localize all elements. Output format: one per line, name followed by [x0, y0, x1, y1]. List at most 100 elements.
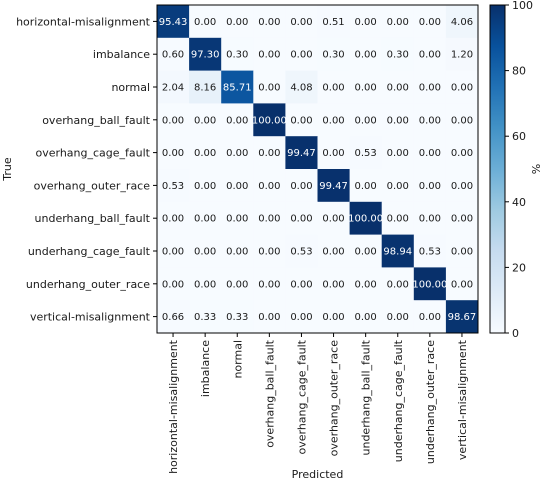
cell-value-label: 4.08	[290, 83, 312, 94]
cell-value-label: 0.00	[387, 214, 409, 225]
matrix-cell	[189, 201, 222, 235]
matrix-cell	[221, 234, 254, 268]
colorbar-label: %	[530, 164, 543, 174]
cell-value-label: 95.43	[159, 17, 188, 28]
matrix-cell	[317, 234, 350, 268]
matrix-cell	[253, 136, 286, 170]
cell-value-label: 0.00	[194, 148, 216, 159]
x-tick-label: overhang_outer_race	[328, 340, 341, 457]
cell-value-label: 0.00	[290, 312, 312, 323]
colorbar-tick-label: 80	[512, 65, 526, 78]
cell-value-label: 0.00	[387, 181, 409, 192]
matrix-cells	[157, 5, 479, 334]
matrix-cell	[285, 5, 318, 39]
cell-value-label: 0.00	[194, 17, 216, 28]
cell-value-label: 0.00	[226, 214, 248, 225]
matrix-cell	[413, 234, 447, 268]
cell-value-label: 0.00	[387, 279, 409, 290]
x-tick-label: overhang_cage_fault	[295, 339, 308, 454]
matrix-cell	[317, 37, 350, 71]
matrix-cell	[253, 103, 286, 137]
colorbar-tick-label: 0	[512, 327, 519, 340]
cell-value-label: 0.00	[355, 181, 377, 192]
matrix-cell	[221, 103, 254, 137]
y-tick-label: underhang_outer_race	[26, 278, 150, 291]
cell-value-label: 0.30	[322, 50, 344, 61]
matrix-cell	[413, 169, 447, 203]
cell-value-label: 97.30	[191, 50, 220, 61]
matrix-cell	[317, 169, 350, 203]
matrix-cell	[317, 300, 350, 334]
matrix-cell	[285, 201, 318, 235]
cell-value-label: 0.00	[387, 17, 409, 28]
matrix-cell	[349, 103, 383, 137]
cell-value-label: 0.53	[355, 148, 377, 159]
matrix-cell	[381, 169, 415, 203]
cell-value-label: 0.00	[258, 83, 280, 94]
cell-value-label: 0.00	[162, 279, 184, 290]
cell-value-label: 100.00	[252, 115, 287, 126]
cell-value-label: 0.53	[419, 247, 441, 258]
cell-value-label: 0.00	[451, 247, 473, 258]
matrix-cell	[381, 136, 415, 170]
cell-value-label: 0.00	[258, 148, 280, 159]
matrix-cell	[253, 169, 286, 203]
matrix-cell	[349, 5, 383, 39]
matrix-cell	[221, 300, 254, 334]
matrix-cell	[381, 234, 415, 268]
cell-value-label: 0.00	[194, 247, 216, 258]
matrix-cell	[317, 103, 350, 137]
cell-value-label: 0.00	[226, 148, 248, 159]
cell-value-label: 0.00	[290, 279, 312, 290]
cell-value-label: 0.00	[387, 83, 409, 94]
cell-value-label: 0.00	[322, 247, 344, 258]
matrix-cell	[445, 5, 479, 39]
matrix-cell	[413, 201, 447, 235]
x-tick-label: normal	[231, 340, 244, 379]
matrix-cell	[413, 136, 447, 170]
matrix-cell	[445, 136, 479, 170]
matrix-cell	[157, 103, 190, 137]
cell-value-label: 99.47	[287, 148, 316, 159]
y-tick-label: horizontal-misalignment	[16, 15, 151, 28]
matrix-cell	[285, 70, 318, 104]
cell-value-label: 0.00	[419, 115, 441, 126]
cell-value-label: 0.00	[258, 181, 280, 192]
matrix-cell	[349, 201, 383, 235]
cell-value-label: 0.00	[355, 312, 377, 323]
cell-value-label: 0.00	[194, 279, 216, 290]
matrix-cell	[445, 169, 479, 203]
matrix-cell	[157, 37, 190, 71]
matrix-cell	[253, 201, 286, 235]
cell-value-label: 0.00	[322, 115, 344, 126]
matrix-cell	[381, 37, 415, 71]
matrix-cell	[189, 267, 222, 301]
matrix-cell	[157, 5, 190, 39]
cell-value-label: 0.00	[258, 247, 280, 258]
cell-value-label: 0.00	[419, 214, 441, 225]
y-tick-label: underhang_cage_fault	[28, 245, 151, 258]
y-tick-label: normal	[111, 81, 150, 94]
matrix-cell	[349, 136, 383, 170]
matrix-cell	[253, 300, 286, 334]
cell-value-label: 2.04	[162, 83, 184, 94]
matrix-cell	[189, 136, 222, 170]
cell-value-label: 0.00	[355, 17, 377, 28]
x-tick-label: underhang_ball_fault	[360, 339, 373, 455]
y-tick-label: overhang_ball_fault	[42, 114, 150, 127]
matrix-cell	[381, 70, 415, 104]
cell-value-label: 0.00	[419, 148, 441, 159]
matrix-cell	[317, 5, 350, 39]
matrix-cell	[413, 267, 447, 301]
matrix-cell	[189, 169, 222, 203]
matrix-cell	[253, 5, 286, 39]
matrix-cell	[189, 234, 222, 268]
cell-value-label: 0.00	[226, 181, 248, 192]
y-tick-label: vertical-misalignment	[30, 311, 151, 324]
matrix-cell	[349, 300, 383, 334]
cell-value-label: 0.00	[290, 115, 312, 126]
cell-value-label: 98.94	[383, 247, 412, 258]
cell-value-label: 0.00	[419, 83, 441, 94]
cell-value-label: 0.00	[322, 279, 344, 290]
cell-value-label: 0.00	[258, 50, 280, 61]
